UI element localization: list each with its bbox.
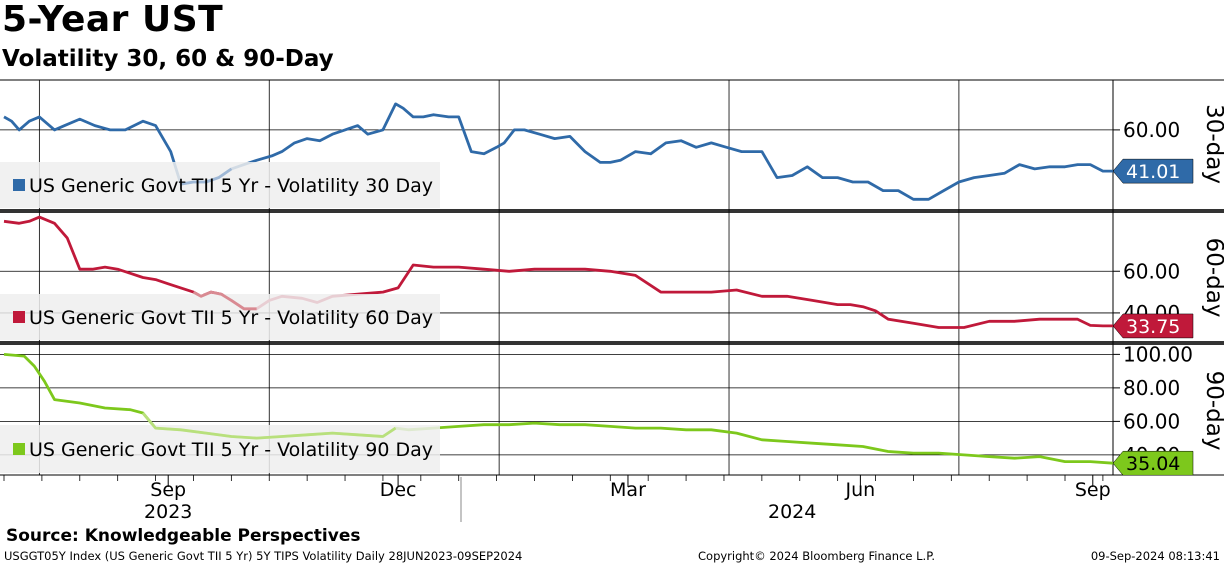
series-line-60-day xyxy=(3,215,1113,329)
timestamp: 09-Sep-2024 08:13:41 xyxy=(1090,549,1220,563)
last-value-badge xyxy=(1112,158,1194,184)
last-value-badge xyxy=(1112,313,1194,339)
y-tick-label: 60.00 xyxy=(1123,118,1180,142)
last-value-tag: 41.01 xyxy=(1112,158,1194,184)
y-tick-label: 60.00 xyxy=(1123,409,1180,433)
last-value-label: 35.04 xyxy=(1126,453,1180,475)
panel-separator xyxy=(0,209,1224,213)
legend-swatch xyxy=(13,179,25,191)
page-subtitle: Volatility 30, 60 & 90-Day xyxy=(2,46,334,72)
axis-title-30-day: 30-day xyxy=(1201,104,1224,184)
year-label: 2024 xyxy=(768,501,816,523)
series-line-faded xyxy=(180,167,233,186)
last-value-tag: 35.04 xyxy=(1112,450,1194,476)
source-note: Source: Knowledgeable Perspectives xyxy=(6,526,361,546)
legend-box xyxy=(0,294,440,340)
legend-label: US Generic Govt TII 5 Yr - Volatility 60… xyxy=(29,307,433,329)
copyright-notice: Copyright© 2024 Bloomberg Finance L.P. xyxy=(698,549,935,563)
legend-swatch xyxy=(13,443,25,455)
y-tick-label: 80.00 xyxy=(1123,376,1180,400)
year-label: 2023 xyxy=(144,501,192,523)
page-title: 5-Year UST xyxy=(2,0,224,40)
last-value-label: 41.01 xyxy=(1126,161,1180,183)
legend-label: US Generic Govt TII 5 Yr - Volatility 30… xyxy=(29,175,433,197)
legend-box xyxy=(0,162,440,208)
axis-title-90-day: 90-day xyxy=(1201,371,1224,451)
panel-30-day: 60.00 US Generic Govt TII 5 Yr - Volatili… xyxy=(0,102,1224,208)
y-tick-label: 60.00 xyxy=(1123,259,1180,283)
x-tick-label: Jun xyxy=(845,479,876,501)
series-line-faded xyxy=(141,412,397,440)
last-value-label: 33.75 xyxy=(1126,316,1180,338)
legend-box xyxy=(0,425,440,473)
last-value-tag: 33.75 xyxy=(1112,313,1194,339)
series-line-faded xyxy=(192,290,257,311)
panel-separator xyxy=(0,341,1224,345)
axis-title-60-day: 60-day xyxy=(1201,238,1224,318)
ticker-description: USGGT05Y Index (US Generic Govt TII 5 Yr… xyxy=(4,549,523,563)
legend-swatch xyxy=(13,311,25,323)
y-tick-label: 100.00 xyxy=(1123,342,1193,366)
x-tick-label: Sep xyxy=(1075,479,1111,501)
x-tick-label: Sep xyxy=(150,479,186,501)
last-value-badge xyxy=(1112,450,1194,476)
legend-label: US Generic Govt TII 5 Yr - Volatility 90… xyxy=(29,439,433,461)
x-tick-label: Mar xyxy=(610,479,646,501)
x-tick-label: Dec xyxy=(380,479,417,501)
